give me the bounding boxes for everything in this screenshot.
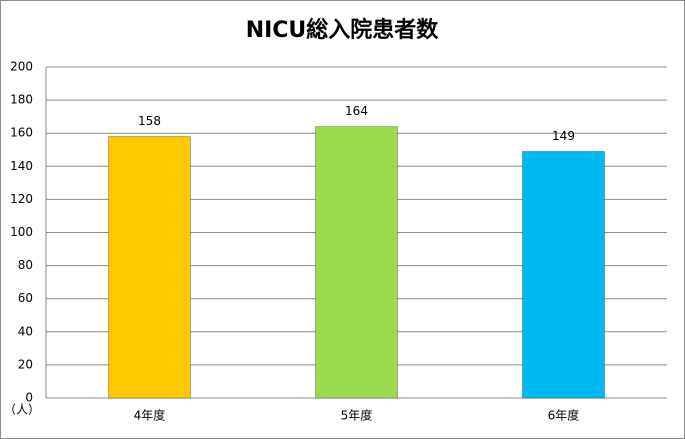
bar [315,126,398,399]
y-tick-label: 100 [10,225,33,239]
bar [108,136,191,399]
y-tick-label: 180 [10,93,33,107]
chart-title: NICU総入院患者数 [246,17,440,43]
data-label: 158 [138,114,161,128]
x-tick-label: 6年度 [548,408,580,423]
y-tick-label: 20 [18,357,33,371]
y-tick-label: 60 [18,291,33,305]
y-tick-label: 140 [10,159,33,173]
bar [522,150,605,399]
y-tick-label: 120 [10,192,33,206]
y-tick-label: 160 [10,126,33,140]
y-unit: （人） [4,403,40,417]
y-tick-label: 40 [18,324,33,338]
y-tick-label: 80 [18,258,33,272]
data-label: 149 [552,129,575,143]
y-tick-label: 0 [25,391,33,405]
x-tick-label: 4年度 [134,408,166,423]
data-label: 164 [345,104,368,118]
y-tick-label: 200 [10,60,33,74]
x-tick-label: 5年度 [341,408,373,423]
